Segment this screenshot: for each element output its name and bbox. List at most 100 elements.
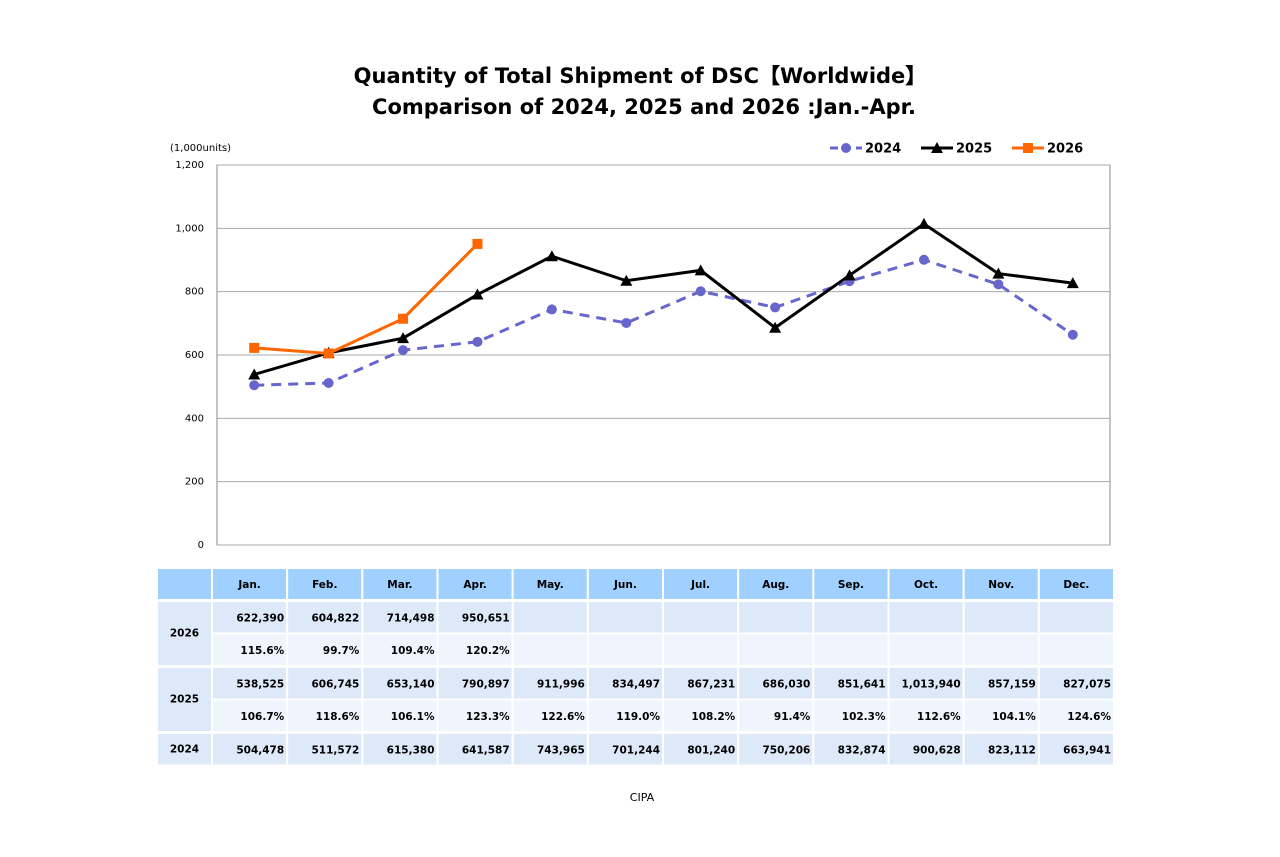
table-cell bbox=[737, 732, 815, 767]
y-tick-label: 800 bbox=[185, 287, 204, 298]
table-value: 686,030 bbox=[763, 678, 811, 690]
table-cell bbox=[662, 732, 740, 767]
table-cell bbox=[887, 632, 965, 667]
table-cell bbox=[737, 632, 815, 667]
table-cell bbox=[962, 666, 1040, 701]
table-cell bbox=[812, 567, 890, 601]
table-cell bbox=[737, 567, 815, 601]
table-value: 743,965 bbox=[537, 744, 585, 756]
table-cell bbox=[436, 698, 514, 733]
table-cell bbox=[286, 632, 364, 667]
column-header: Jan. bbox=[237, 579, 260, 591]
legend-label: 2025 bbox=[956, 142, 992, 157]
marker bbox=[843, 269, 856, 281]
marker bbox=[398, 313, 409, 324]
table-value: 867,231 bbox=[687, 678, 735, 690]
table-cell bbox=[1037, 600, 1116, 635]
column-header: Feb. bbox=[312, 579, 337, 591]
table-value: 827,075 bbox=[1063, 678, 1111, 690]
table-value: 106.1% bbox=[391, 711, 435, 723]
chart-subtitle: Comparison of 2024, 2025 and 2026 :Jan.-… bbox=[372, 95, 916, 119]
column-header: Mar. bbox=[387, 579, 412, 591]
marker bbox=[472, 336, 483, 347]
table-cell bbox=[962, 567, 1040, 601]
marker bbox=[546, 304, 557, 315]
table-value: 900,628 bbox=[913, 744, 961, 756]
table-cell bbox=[156, 732, 213, 767]
column-header: Sep. bbox=[838, 579, 864, 591]
legend-label: 2024 bbox=[865, 142, 901, 157]
table-value: 834,497 bbox=[612, 678, 660, 690]
table-value: 108.2% bbox=[691, 711, 735, 723]
table-value: 123.3% bbox=[466, 711, 510, 723]
table-cell bbox=[511, 600, 589, 635]
marker bbox=[248, 368, 261, 380]
table-value: 851,641 bbox=[838, 678, 886, 690]
column-header: Aug. bbox=[762, 579, 789, 591]
y-tick-label: 600 bbox=[185, 350, 204, 361]
marker bbox=[931, 142, 943, 153]
table-value: 911,996 bbox=[537, 678, 585, 690]
table-cell bbox=[211, 732, 289, 767]
marker bbox=[695, 286, 706, 297]
table-value: 124.6% bbox=[1067, 711, 1111, 723]
column-header: Jun. bbox=[613, 579, 637, 591]
column-header: Oct. bbox=[914, 579, 938, 591]
table-value: 504,478 bbox=[236, 744, 284, 756]
table-value: 120.2% bbox=[466, 645, 510, 657]
table-cell bbox=[812, 632, 890, 667]
marker bbox=[323, 378, 334, 389]
table-cell bbox=[887, 732, 965, 767]
table-cell bbox=[361, 600, 439, 635]
marker bbox=[993, 279, 1004, 290]
table-value: 115.6% bbox=[240, 645, 284, 657]
table-value: 122.6% bbox=[541, 711, 585, 723]
y-tick-label: 1,000 bbox=[175, 223, 204, 234]
row-header: 2025 bbox=[170, 694, 199, 706]
marker bbox=[1067, 329, 1078, 340]
table-cell bbox=[286, 567, 364, 601]
marker bbox=[918, 254, 929, 265]
table-cell bbox=[887, 666, 965, 701]
marker bbox=[249, 380, 260, 391]
table-cell bbox=[361, 732, 439, 767]
table-cell bbox=[436, 632, 514, 667]
table-value: 104.1% bbox=[992, 711, 1036, 723]
table-cell bbox=[211, 567, 289, 601]
marker bbox=[397, 332, 410, 344]
table-value: 641,587 bbox=[462, 744, 510, 756]
table-cell bbox=[662, 698, 740, 733]
table-cell bbox=[586, 567, 664, 601]
y-tick-label: 200 bbox=[185, 477, 204, 488]
marker bbox=[620, 274, 633, 286]
legend-label: 2026 bbox=[1047, 142, 1083, 157]
table-cell bbox=[156, 567, 213, 601]
table-value: 91.4% bbox=[774, 711, 811, 723]
table-cell bbox=[586, 632, 664, 667]
marker bbox=[621, 317, 632, 328]
table-cell bbox=[286, 732, 364, 767]
marker bbox=[472, 238, 483, 249]
column-header: Apr. bbox=[463, 579, 486, 591]
y-tick-label: 1,200 bbox=[175, 160, 204, 171]
marker bbox=[1066, 277, 1079, 289]
marker bbox=[770, 302, 781, 313]
table-cell bbox=[962, 732, 1040, 767]
table-cell bbox=[1037, 567, 1116, 601]
marker bbox=[694, 264, 707, 276]
marker bbox=[1023, 143, 1033, 153]
table-cell bbox=[812, 600, 890, 635]
table-value: 622,390 bbox=[236, 612, 284, 624]
table-cell bbox=[586, 600, 664, 635]
table-value: 615,380 bbox=[387, 744, 435, 756]
y-tick-label: 400 bbox=[185, 413, 204, 424]
table-value: 112.6% bbox=[917, 711, 961, 723]
table-cell bbox=[511, 632, 589, 667]
table-value: 1,013,940 bbox=[902, 678, 961, 690]
marker bbox=[917, 217, 930, 229]
table-value: 119.0% bbox=[616, 711, 660, 723]
table-cell bbox=[156, 600, 213, 667]
table-value: 606,745 bbox=[312, 678, 360, 690]
table-value: 538,525 bbox=[236, 678, 284, 690]
table-cell bbox=[361, 567, 439, 601]
